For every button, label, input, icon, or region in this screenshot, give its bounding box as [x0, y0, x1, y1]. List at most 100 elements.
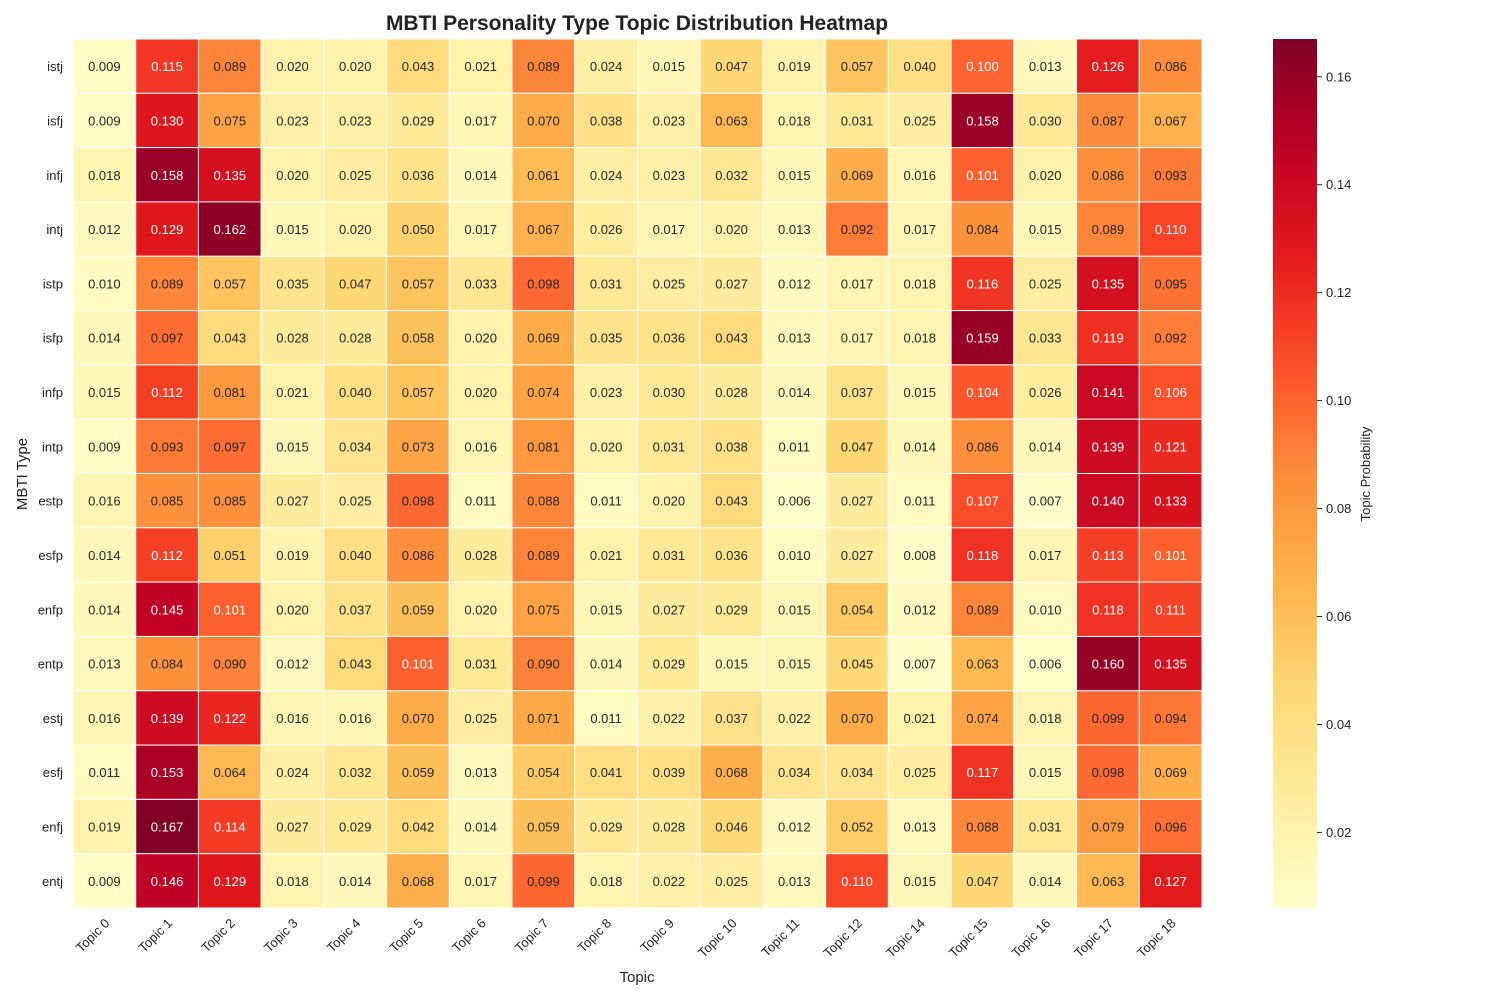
heatmap-cell [825, 310, 889, 366]
heatmap-cell [511, 798, 576, 855]
heatmap-cell [825, 635, 889, 692]
cell-value-label: 0.021 [276, 385, 309, 400]
cell-value-label: 0.017 [841, 276, 874, 291]
heatmap-cell [323, 853, 388, 909]
cell-value-label: 0.085 [214, 494, 247, 509]
x-tick-label: Topic 12 [820, 916, 865, 961]
heatmap-cell [1138, 38, 1203, 94]
cell-value-label: 0.014 [590, 657, 623, 672]
x-tick-label: Topic 8 [575, 916, 615, 956]
cell-value-label: 0.101 [214, 602, 247, 617]
heatmap-cell [1138, 255, 1203, 312]
heatmap-cell [1013, 418, 1078, 474]
heatmap-cell [637, 473, 701, 529]
heatmap-cell [637, 147, 701, 203]
cell-value-label: 0.018 [1029, 711, 1062, 726]
cell-value-label: 0.087 [1092, 113, 1125, 128]
cell-value-label: 0.069 [841, 168, 874, 183]
heatmap-cell [448, 255, 513, 312]
y-tick-label: intj [46, 222, 63, 237]
cell-value-label: 0.021 [590, 548, 623, 563]
cell-value-label: 0.030 [1029, 113, 1062, 128]
cell-value-label: 0.031 [464, 657, 497, 672]
cell-value-label: 0.038 [590, 113, 623, 128]
cell-value-label: 0.088 [966, 820, 999, 835]
heatmap-cell [72, 527, 137, 583]
cell-value-label: 0.116 [967, 276, 999, 291]
cell-value-label: 0.115 [151, 59, 183, 74]
cell-value-label: 0.013 [778, 331, 811, 346]
heatmap-cell [448, 147, 513, 203]
cell-value-label: 0.059 [527, 820, 560, 835]
heatmap-cell [72, 310, 137, 366]
heatmap-cell [950, 853, 1015, 909]
cell-value-label: 0.112 [151, 548, 183, 563]
heatmap-cell [699, 581, 764, 637]
colorbar-tick-label: 0.02 [1326, 825, 1351, 840]
cell-value-label: 0.047 [715, 59, 748, 74]
cell-value-label: 0.033 [1029, 331, 1062, 346]
cell-value-label: 0.013 [464, 765, 497, 780]
heatmap-cell [72, 201, 137, 257]
cell-value-label: 0.117 [967, 765, 999, 780]
y-tick-label: enfj [42, 820, 63, 835]
cell-value-label: 0.034 [339, 439, 372, 454]
cell-value-label: 0.016 [88, 711, 121, 726]
cell-value-label: 0.037 [841, 385, 874, 400]
heatmap-cell [386, 798, 450, 855]
heatmap-cell [699, 690, 764, 746]
cell-value-label: 0.007 [903, 657, 936, 672]
heatmap-cell [1013, 38, 1078, 94]
cell-value-label: 0.029 [339, 820, 372, 835]
cell-value-label: 0.135 [1092, 276, 1125, 291]
cell-value-label: 0.067 [527, 222, 560, 237]
heatmap-cell [511, 581, 576, 637]
cell-value-label: 0.104 [966, 385, 999, 400]
cell-value-label: 0.040 [339, 548, 372, 563]
y-tick-labels: istj isfj infj intj istp isfp infp intp estp esfp… [38, 59, 63, 889]
cell-value-label: 0.110 [1155, 222, 1187, 237]
heatmap-cell [637, 690, 701, 746]
cell-value-label: 0.018 [903, 331, 936, 346]
heatmap-cell [1076, 38, 1140, 94]
cell-value-label: 0.086 [966, 439, 999, 454]
heatmap-cell [825, 418, 889, 474]
heatmap-cell [260, 364, 325, 420]
heatmap-cell [887, 635, 952, 692]
heatmap-cell [762, 853, 827, 909]
cell-value-label: 0.031 [653, 439, 686, 454]
cell-value-label: 0.037 [715, 711, 748, 726]
heatmap-cell [574, 798, 638, 855]
heatmap-cell [950, 744, 1015, 800]
heatmap-cell [72, 147, 137, 203]
heatmap-cell [574, 92, 638, 149]
cell-value-label: 0.114 [214, 820, 246, 835]
cell-value-label: 0.006 [1029, 657, 1062, 672]
heatmap-cell [887, 201, 952, 257]
cell-value-label: 0.023 [276, 113, 309, 128]
heatmap-cell [323, 92, 388, 149]
heatmap-cell [323, 744, 388, 800]
heatmap-cell [1138, 635, 1203, 692]
cell-value-label: 0.063 [966, 657, 999, 672]
cell-value-label: 0.059 [402, 602, 435, 617]
heatmap-cell [950, 364, 1015, 420]
heatmap-cell [825, 798, 889, 855]
heatmap-cell [762, 798, 827, 855]
cell-value-label: 0.025 [715, 874, 748, 889]
heatmap-cell [511, 310, 576, 366]
cell-value-label: 0.089 [966, 602, 999, 617]
cell-value-label: 0.015 [903, 874, 936, 889]
heatmap-cell [260, 255, 325, 312]
cell-value-label: 0.019 [778, 59, 811, 74]
cell-value-label: 0.139 [151, 711, 184, 726]
cell-value-label: 0.006 [778, 494, 811, 509]
colorbar-tick-label: 0.10 [1326, 393, 1351, 408]
cell-value-label: 0.012 [88, 222, 121, 237]
cell-value-label: 0.014 [903, 439, 936, 454]
cell-value-label: 0.017 [464, 874, 497, 889]
heatmap-cell [699, 364, 764, 420]
heatmap-cell [135, 364, 199, 420]
cell-value-label: 0.113 [1092, 548, 1124, 563]
heatmap-cell [762, 364, 827, 420]
